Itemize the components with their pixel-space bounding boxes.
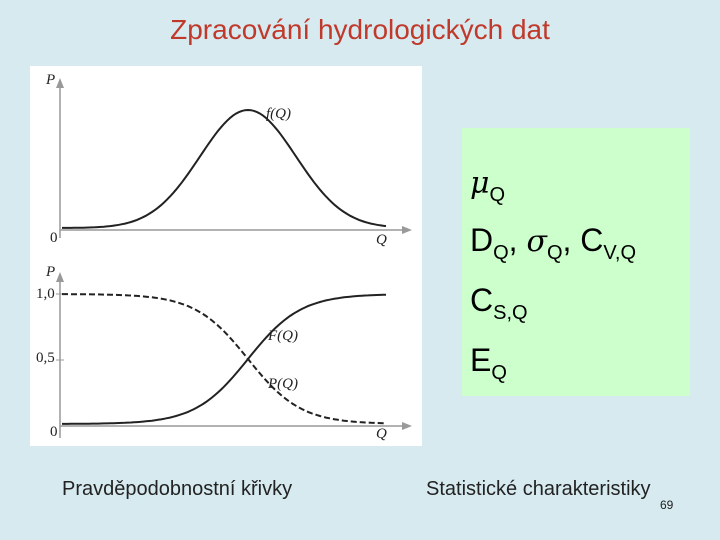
bottom-x-axis-label: Q — [376, 426, 387, 442]
stat-excess: EQ — [470, 342, 507, 384]
statistics-box: μQ DQ, σQ, CV,Q CS,Q EQ — [462, 128, 690, 396]
caption-statistics: Statistické charakteristiky — [426, 478, 651, 500]
density-curve — [62, 108, 387, 229]
caption-probability-curves: Pravděpodobnostní křivky — [62, 478, 293, 500]
bottom-x-arrow — [402, 422, 412, 430]
exceedance-curve — [62, 293, 387, 425]
exceedance-curve-label: P(Q) — [268, 376, 298, 392]
stat-mean: μQ — [470, 166, 506, 206]
bottom-origin-label: 0 — [50, 424, 58, 440]
density-curve-label: f(Q) — [266, 106, 291, 122]
cdf-curve — [62, 293, 387, 425]
top-y-arrow — [56, 78, 64, 88]
top-origin-label: 0 — [50, 230, 58, 246]
bottom-y-arrow — [56, 272, 64, 282]
page-number: 69 — [660, 498, 674, 512]
stat-variance-line: DQ, σQ, CV,Q — [470, 222, 637, 264]
probability-curves-figure: P 0 Q f(Q) P 1,0 0,5 0 Q F(Q) P(Q) — [30, 66, 422, 446]
top-x-axis-label: Q — [376, 232, 387, 248]
top-y-axis-label: P — [46, 72, 56, 88]
cdf-curve-label: F(Q) — [268, 328, 298, 344]
bottom-y-axis-label: P — [46, 264, 56, 280]
top-x-arrow — [402, 226, 412, 234]
slide-title: Zpracování hydrologických dat — [170, 14, 550, 45]
stat-skewness: CS,Q — [470, 282, 528, 324]
curves-svg — [56, 78, 412, 438]
tick-label-0-5: 0,5 — [36, 350, 55, 366]
tick-label-1-0: 1,0 — [36, 286, 55, 302]
